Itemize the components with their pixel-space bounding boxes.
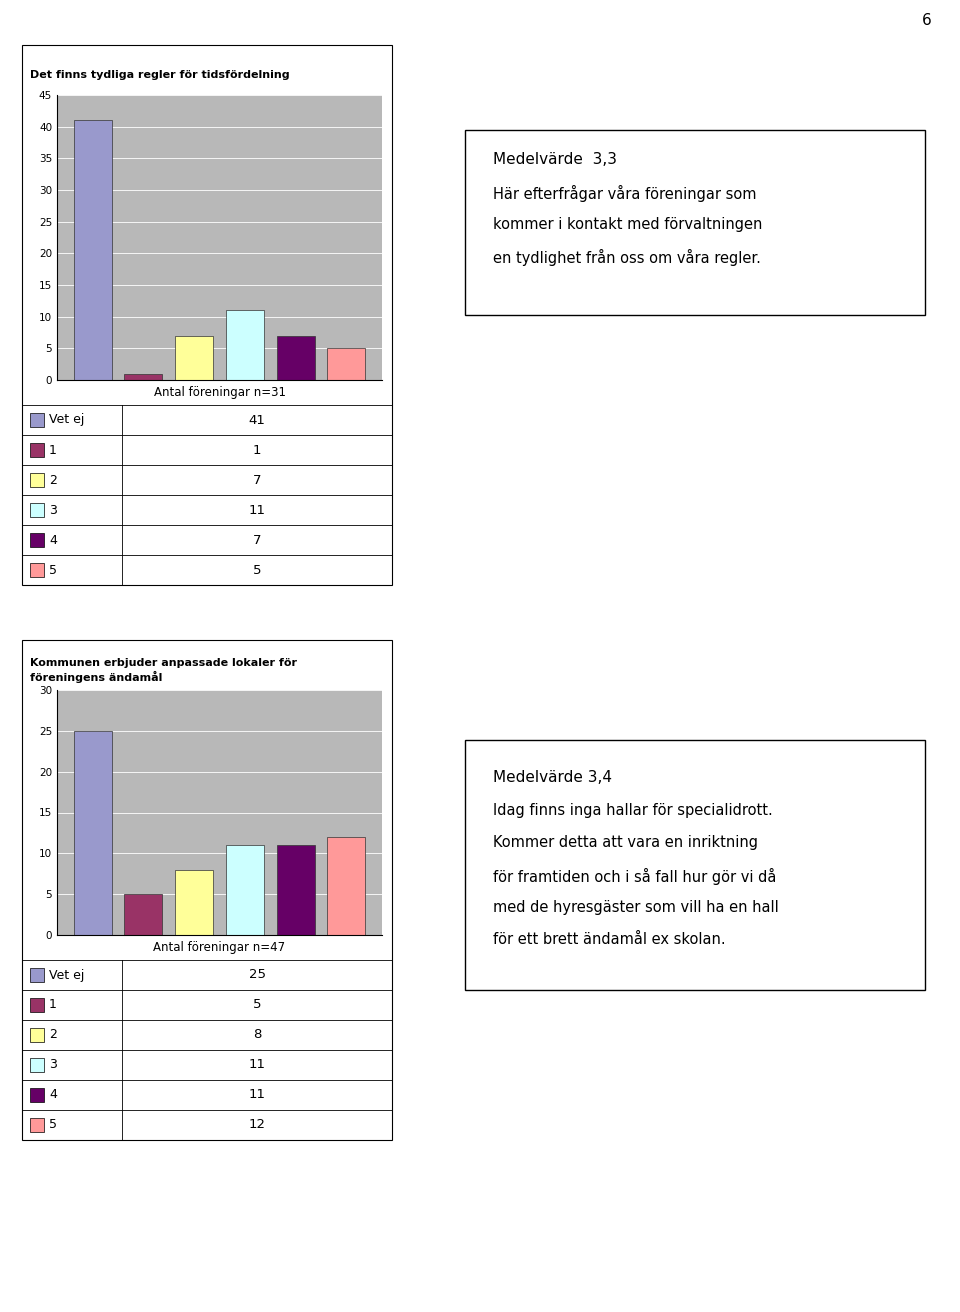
Text: 2: 2 — [49, 1029, 57, 1042]
Text: 7: 7 — [252, 534, 261, 547]
Text: 4: 4 — [49, 1089, 57, 1102]
Bar — [124, 374, 162, 380]
Text: Idag finns inga hallar för specialidrott.: Idag finns inga hallar för specialidrott… — [492, 803, 773, 817]
Text: för ett brett ändamål ex skolan.: för ett brett ändamål ex skolan. — [492, 933, 725, 947]
Text: Vet ej: Vet ej — [49, 413, 84, 426]
Bar — [124, 895, 162, 935]
Text: med de hyresgäster som vill ha en hall: med de hyresgäster som vill ha en hall — [492, 900, 779, 914]
Bar — [30, 998, 44, 1012]
Text: 1: 1 — [252, 443, 261, 457]
Text: 5: 5 — [252, 998, 261, 1012]
Text: 25: 25 — [249, 968, 266, 981]
Bar — [175, 870, 213, 935]
Text: kommer i kontakt med förvaltningen: kommer i kontakt med förvaltningen — [492, 216, 762, 232]
Bar — [276, 336, 315, 380]
Text: Kommer detta att vara en inriktning: Kommer detta att vara en inriktning — [492, 834, 757, 850]
Text: 2: 2 — [49, 474, 57, 487]
Bar — [74, 731, 111, 935]
Bar — [30, 443, 44, 457]
Text: Kommunen erbjuder anpassade lokaler för
föreningens ändamål: Kommunen erbjuder anpassade lokaler för … — [30, 659, 297, 682]
Text: Det finns tydliga regler för tidsfördelning: Det finns tydliga regler för tidsfördeln… — [30, 71, 290, 80]
Text: Vet ej: Vet ej — [49, 968, 84, 981]
Bar — [30, 474, 44, 487]
Text: 6: 6 — [922, 13, 931, 28]
Bar — [226, 845, 264, 935]
Text: Antal föreningar n=31: Antal föreningar n=31 — [154, 386, 285, 399]
Text: 11: 11 — [249, 1089, 266, 1102]
Text: 7: 7 — [252, 474, 261, 487]
Text: för framtiden och i så fall hur gör vi då: för framtiden och i så fall hur gör vi d… — [492, 867, 776, 884]
Bar — [327, 837, 366, 935]
Text: 5: 5 — [252, 563, 261, 576]
Text: 11: 11 — [249, 504, 266, 517]
Text: Medelvärde 3,4: Medelvärde 3,4 — [492, 770, 612, 785]
Bar — [30, 502, 44, 517]
Bar — [30, 563, 44, 577]
Text: 3: 3 — [49, 1059, 57, 1072]
Text: 8: 8 — [252, 1029, 261, 1042]
Text: 4: 4 — [49, 534, 57, 547]
Bar — [30, 968, 44, 981]
Bar — [327, 348, 366, 380]
Text: Medelvärde  3,3: Medelvärde 3,3 — [492, 152, 616, 167]
Text: 3: 3 — [49, 504, 57, 517]
Bar — [226, 311, 264, 380]
Text: 12: 12 — [249, 1119, 266, 1131]
Bar — [30, 533, 44, 547]
Text: en tydlighet från oss om våra regler.: en tydlighet från oss om våra regler. — [492, 249, 760, 266]
Text: Här efterfrågar våra föreningar som: Här efterfrågar våra föreningar som — [492, 185, 756, 202]
Text: 5: 5 — [49, 563, 57, 576]
Bar — [276, 845, 315, 935]
Text: 1: 1 — [49, 443, 57, 457]
Bar — [30, 1029, 44, 1042]
Bar — [30, 1088, 44, 1102]
Bar — [175, 336, 213, 380]
Bar — [74, 121, 111, 380]
Text: Antal föreningar n=47: Antal föreningar n=47 — [154, 941, 285, 954]
Text: 1: 1 — [49, 998, 57, 1012]
Bar — [30, 413, 44, 426]
Bar — [30, 1057, 44, 1072]
Text: 41: 41 — [249, 413, 265, 426]
Text: 11: 11 — [249, 1059, 266, 1072]
Bar — [30, 1118, 44, 1132]
Text: 5: 5 — [49, 1119, 57, 1131]
